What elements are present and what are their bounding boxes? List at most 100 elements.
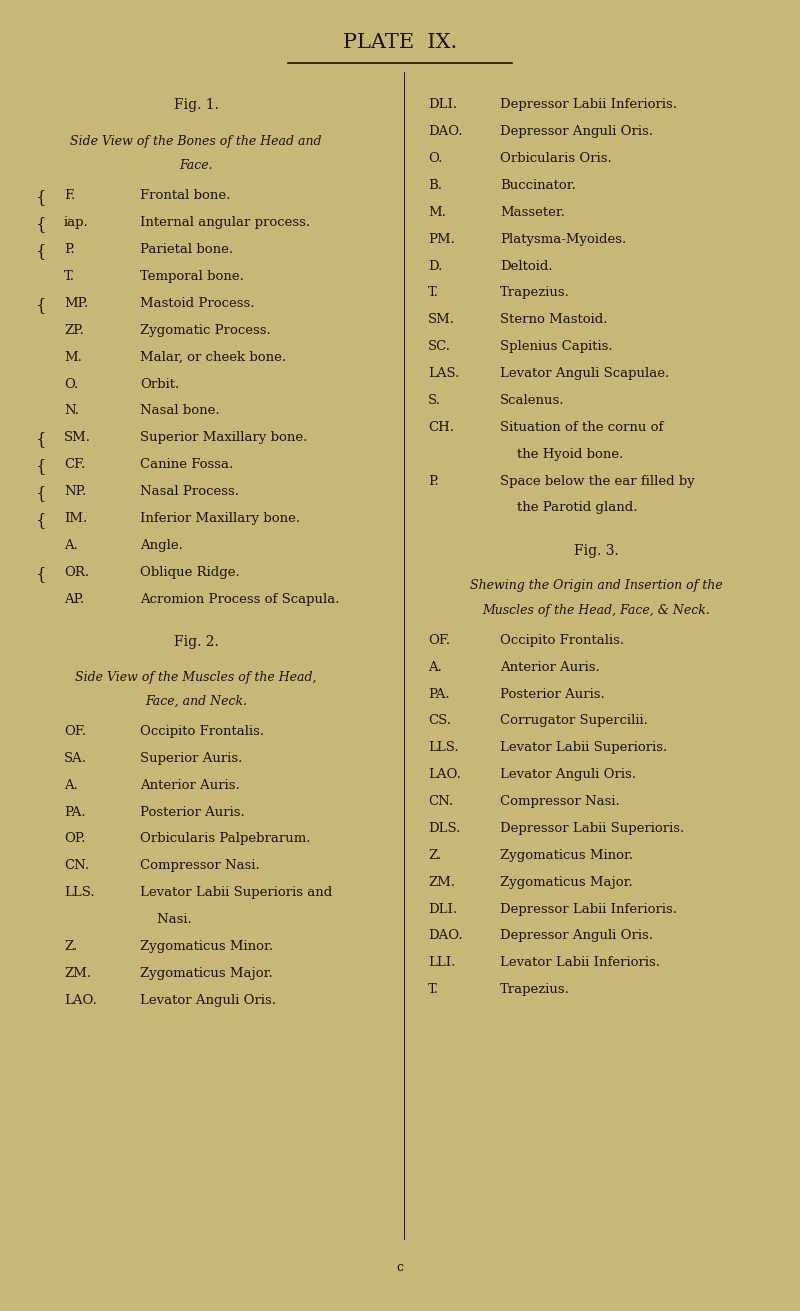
Text: T.: T.: [64, 270, 75, 283]
Text: MP.: MP.: [64, 296, 88, 309]
Text: CF.: CF.: [64, 458, 86, 471]
Text: Sterno Mastoid.: Sterno Mastoid.: [500, 313, 607, 326]
Text: Trapezius.: Trapezius.: [500, 983, 570, 996]
Text: {: {: [36, 243, 46, 260]
Text: PLATE  IX.: PLATE IX.: [343, 33, 457, 51]
Text: Mastoid Process.: Mastoid Process.: [140, 296, 254, 309]
Text: CN.: CN.: [428, 794, 453, 808]
Text: Space below the ear filled by: Space below the ear filled by: [500, 475, 694, 488]
Text: Levator Labii Superioris and: Levator Labii Superioris and: [140, 886, 332, 899]
Text: Zygomaticus Major.: Zygomaticus Major.: [140, 966, 273, 979]
Text: Anterior Auris.: Anterior Auris.: [500, 661, 600, 674]
Text: Platysma-Myoides.: Platysma-Myoides.: [500, 232, 626, 245]
Text: ZM.: ZM.: [64, 966, 91, 979]
Text: Depressor Anguli Oris.: Depressor Anguli Oris.: [500, 126, 653, 138]
Text: O.: O.: [428, 152, 442, 165]
Text: c: c: [397, 1261, 403, 1274]
Text: LAO.: LAO.: [428, 768, 461, 781]
Text: Buccinator.: Buccinator.: [500, 178, 576, 191]
Text: Zygomatic Process.: Zygomatic Process.: [140, 324, 270, 337]
Text: P.: P.: [64, 243, 74, 256]
Text: SC.: SC.: [428, 340, 451, 353]
Text: Zygomaticus Minor.: Zygomaticus Minor.: [140, 940, 273, 953]
Text: SM.: SM.: [64, 431, 91, 444]
Text: S.: S.: [428, 393, 441, 406]
Text: A.: A.: [64, 779, 78, 792]
Text: Posterior Auris.: Posterior Auris.: [500, 687, 605, 700]
Text: {: {: [36, 431, 46, 448]
Text: {: {: [36, 458, 46, 475]
Text: {: {: [36, 216, 46, 233]
Text: Situation of the cornu of: Situation of the cornu of: [500, 421, 663, 434]
Text: PA.: PA.: [428, 687, 450, 700]
Text: Depressor Labii Inferioris.: Depressor Labii Inferioris.: [500, 98, 677, 111]
Text: Side View of the Muscles of the Head,: Side View of the Muscles of the Head,: [75, 670, 317, 683]
Text: CS.: CS.: [428, 714, 451, 728]
Text: {: {: [36, 565, 46, 582]
Text: Depressor Labii Inferioris.: Depressor Labii Inferioris.: [500, 902, 677, 915]
Text: P.: P.: [428, 475, 438, 488]
Text: Orbicularis Oris.: Orbicularis Oris.: [500, 152, 612, 165]
Text: Nasal bone.: Nasal bone.: [140, 404, 220, 417]
Text: Deltoid.: Deltoid.: [500, 260, 553, 273]
Text: N.: N.: [64, 404, 79, 417]
Text: Superior Auris.: Superior Auris.: [140, 751, 242, 764]
Text: Occipito Frontalis.: Occipito Frontalis.: [140, 725, 264, 738]
Text: F.: F.: [64, 190, 75, 202]
Text: Depressor Labii Superioris.: Depressor Labii Superioris.: [500, 822, 684, 835]
Text: OP.: OP.: [64, 832, 86, 846]
Text: Superior Maxillary bone.: Superior Maxillary bone.: [140, 431, 307, 444]
Text: Levator Anguli Scapulae.: Levator Anguli Scapulae.: [500, 367, 670, 380]
Text: Frontal bone.: Frontal bone.: [140, 190, 230, 202]
Text: O.: O.: [64, 378, 78, 391]
Text: Orbicularis Palpebrarum.: Orbicularis Palpebrarum.: [140, 832, 310, 846]
Text: {: {: [36, 190, 46, 206]
Text: Z.: Z.: [64, 940, 78, 953]
Text: Levator Labii Inferioris.: Levator Labii Inferioris.: [500, 956, 660, 969]
Text: Fig. 2.: Fig. 2.: [174, 635, 218, 649]
Text: OF.: OF.: [64, 725, 86, 738]
Text: Masseter.: Masseter.: [500, 206, 565, 219]
Text: Occipito Frontalis.: Occipito Frontalis.: [500, 633, 624, 646]
Text: LLS.: LLS.: [64, 886, 94, 899]
Text: DLI.: DLI.: [428, 902, 457, 915]
Text: Side View of the Bones of the Head and: Side View of the Bones of the Head and: [70, 135, 322, 148]
Text: Face.: Face.: [179, 160, 213, 172]
Text: Muscles of the Head, Face, & Neck.: Muscles of the Head, Face, & Neck.: [482, 603, 710, 616]
Text: D.: D.: [428, 260, 442, 273]
Text: Fig. 3.: Fig. 3.: [574, 544, 618, 558]
Text: OF.: OF.: [428, 633, 450, 646]
Text: iap.: iap.: [64, 216, 89, 229]
Text: LAO.: LAO.: [64, 994, 97, 1007]
Text: Temporal bone.: Temporal bone.: [140, 270, 244, 283]
Text: Compressor Nasi.: Compressor Nasi.: [500, 794, 620, 808]
Text: SA.: SA.: [64, 751, 87, 764]
Text: Levator Anguli Oris.: Levator Anguli Oris.: [140, 994, 276, 1007]
Text: T.: T.: [428, 983, 439, 996]
Text: T.: T.: [428, 286, 439, 299]
Text: A.: A.: [428, 661, 442, 674]
Text: the Hyoid bone.: the Hyoid bone.: [500, 447, 623, 460]
Text: {: {: [36, 485, 46, 502]
Text: Angle.: Angle.: [140, 539, 183, 552]
Text: Compressor Nasi.: Compressor Nasi.: [140, 859, 260, 872]
Text: Z.: Z.: [428, 848, 442, 861]
Text: Parietal bone.: Parietal bone.: [140, 243, 233, 256]
Text: Zygomaticus Minor.: Zygomaticus Minor.: [500, 848, 633, 861]
Text: Depressor Anguli Oris.: Depressor Anguli Oris.: [500, 929, 653, 943]
Text: Internal angular process.: Internal angular process.: [140, 216, 310, 229]
Text: DLI.: DLI.: [428, 98, 457, 111]
Text: Malar, or cheek bone.: Malar, or cheek bone.: [140, 350, 286, 363]
Text: A.: A.: [64, 539, 78, 552]
Text: PM.: PM.: [428, 232, 455, 245]
Text: Splenius Capitis.: Splenius Capitis.: [500, 340, 613, 353]
Text: AP.: AP.: [64, 593, 84, 606]
Text: B.: B.: [428, 178, 442, 191]
Text: Scalenus.: Scalenus.: [500, 393, 565, 406]
Text: Oblique Ridge.: Oblique Ridge.: [140, 565, 240, 578]
Text: ZP.: ZP.: [64, 324, 84, 337]
Text: Orbit.: Orbit.: [140, 378, 179, 391]
Text: DLS.: DLS.: [428, 822, 460, 835]
Text: NP.: NP.: [64, 485, 86, 498]
Text: IM.: IM.: [64, 511, 87, 524]
